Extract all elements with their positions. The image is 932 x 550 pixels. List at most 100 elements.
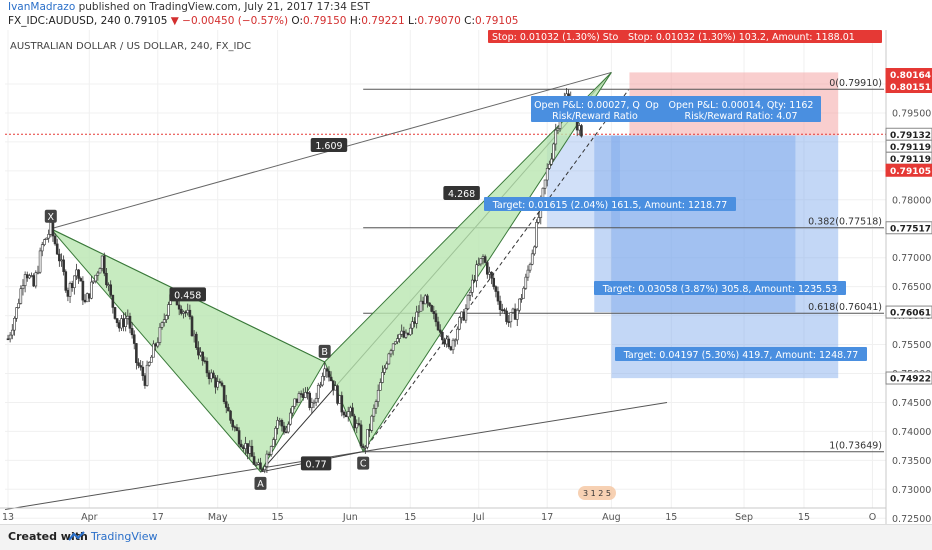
candle-body: [513, 308, 517, 320]
price-axis[interactable]: 0.800000.795000.790000.785000.780000.775…: [885, 68, 932, 524]
y-tick-label: 0.79500: [892, 108, 931, 119]
candle-body: [154, 343, 157, 347]
candle-body: [479, 258, 483, 265]
pattern-point-b: B: [321, 347, 328, 358]
candle-body: [494, 286, 498, 292]
candle-body: [284, 431, 288, 434]
candle-body: [222, 385, 226, 402]
candle-body: [218, 381, 222, 384]
candle-body: [73, 275, 76, 289]
candle-body: [239, 443, 243, 448]
candle-body: [349, 407, 352, 412]
candle-body: [64, 271, 68, 291]
price-badge-bg: [885, 371, 932, 385]
events-marker: 3 1 2 5: [583, 489, 611, 498]
author-link[interactable]: IvanMadrazo: [8, 1, 76, 13]
candle-body: [462, 311, 466, 321]
x-tick-label: Jun: [342, 512, 358, 523]
candle-body: [23, 274, 27, 286]
candle-body: [441, 331, 444, 341]
candle-body: [554, 129, 558, 145]
candle-body: [139, 365, 142, 368]
x-tick-label: 17: [152, 512, 164, 523]
candle-body: [304, 392, 307, 398]
candle-body: [364, 446, 367, 449]
candle-body: [276, 420, 279, 429]
pattern-point-c: C: [360, 459, 367, 470]
candle-body: [543, 179, 547, 189]
candle-body: [370, 415, 374, 431]
candle-body: [38, 250, 42, 273]
candle-body: [340, 395, 344, 413]
candle-body: [438, 329, 442, 333]
candle-body: [122, 318, 125, 327]
footer-bar: Created with TradingView: [0, 524, 932, 550]
candle-body: [32, 275, 35, 287]
candle-body: [165, 315, 168, 320]
candle-body: [263, 466, 267, 470]
created-with-text: Created with: [8, 530, 88, 543]
candle-body: [8, 334, 12, 340]
candle-body: [209, 372, 213, 380]
tradingview-brand[interactable]: TradingView: [91, 530, 158, 543]
candle-body: [509, 312, 513, 323]
candle-body: [6, 338, 10, 341]
candle-body: [385, 363, 389, 369]
candle-body: [415, 311, 418, 324]
candle-body: [237, 430, 241, 445]
publish-line: IvanMadrazo published on TradingView.com…: [8, 1, 370, 13]
candle-body: [158, 327, 162, 343]
time-axis[interactable]: 13 Apr 17 May 15 Jun 15 Jul 17 Aug 15 Sep 15 O: [0, 507, 886, 523]
candle-body: [291, 406, 294, 414]
candle-body: [530, 253, 534, 265]
candle-body: [456, 328, 459, 341]
candle-body: [393, 341, 397, 345]
candle-body: [75, 269, 78, 277]
candle-body: [66, 290, 70, 297]
candle-body: [267, 453, 271, 456]
candle-body: [336, 385, 339, 404]
price-change: ▼ −0.00450 (−0.57%): [170, 15, 289, 27]
candle-body: [498, 300, 502, 310]
candle-body: [381, 372, 384, 383]
drawing-labels[interactable]: 1.609 0.458 4.268 0.77 X A B C Stop: 0.01032 (1.…: [44, 30, 882, 500]
ratio-label: 1.609: [315, 141, 342, 152]
candle-body: [306, 392, 309, 394]
candle-body: [150, 356, 153, 363]
price-badge: 0.80151: [890, 83, 931, 93]
candle-body: [58, 253, 61, 262]
candle-body: [90, 281, 93, 299]
candle-body: [45, 237, 48, 240]
y-tick-label: 0.78000: [892, 195, 931, 206]
stop-label-bg-2: [624, 30, 882, 43]
candle-body: [274, 427, 277, 440]
trend-lines: 0(0.79910) 0.382(0.77518) 0.618(0.76041) 1(…: [4, 71, 886, 511]
candle-body: [278, 420, 282, 422]
candle-body: [458, 317, 461, 330]
candle-body: [194, 333, 198, 348]
x-tick-label: O: [869, 512, 876, 523]
candle-body: [329, 376, 333, 382]
price-badge: 0.76061: [890, 309, 931, 319]
candle-body: [227, 407, 230, 412]
candle-body: [413, 321, 416, 324]
target-zone-3: [611, 135, 839, 379]
candle-body: [325, 368, 329, 372]
candle-body: [47, 234, 50, 239]
candle-body: [346, 411, 350, 418]
target-label-1: Target: 0.01615 (2.04%) 161.5, Amount: 1…: [492, 200, 728, 211]
candle-body: [100, 255, 104, 269]
dashed-channel: [362, 89, 629, 452]
price-chart[interactable]: 0(0.79910) 0.382(0.77518) 0.618(0.76041) 1(…: [0, 30, 932, 524]
open-label: O:: [291, 15, 304, 27]
candle-body: [98, 268, 102, 274]
pattern-point-bg: [357, 456, 370, 470]
candle-body: [406, 332, 410, 335]
price-badge-bg: [885, 80, 932, 94]
x-tick-label: Sep: [735, 512, 753, 523]
candle-body: [368, 429, 371, 431]
pnl-box-bg-2: [640, 96, 664, 122]
candle-body: [184, 311, 187, 314]
price-badge: 0.79105: [890, 167, 931, 177]
pattern-point-bg: [254, 476, 267, 490]
